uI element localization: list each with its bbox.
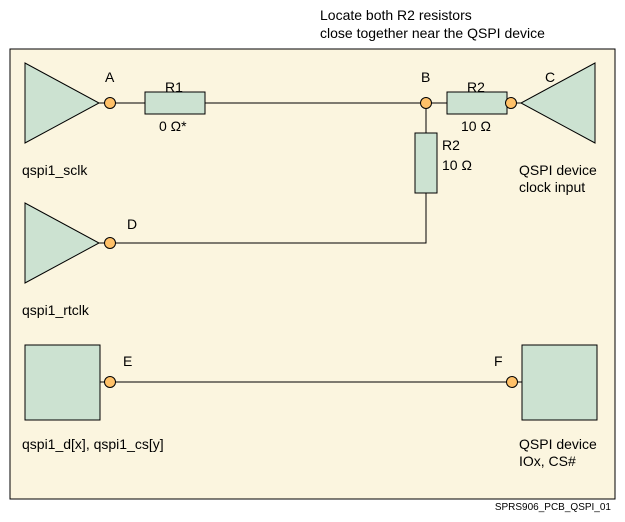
figure-id: SPRS906_PCB_QSPI_01 <box>495 502 612 513</box>
io-left-pad <box>25 345 100 420</box>
io-left-label: qspi1_d[x], qspi1_cs[y] <box>22 436 164 452</box>
io-right-label-1: QSPI device <box>519 436 597 452</box>
r1-resistor <box>145 92 205 114</box>
r2v-value: 10 Ω <box>442 157 472 173</box>
node-C <box>506 98 517 109</box>
clkin-label-1: QSPI device <box>519 162 597 178</box>
placement-note-line2: close together near the QSPI device <box>320 25 545 41</box>
node-label-D: D <box>127 216 137 232</box>
node-E <box>105 377 116 388</box>
node-label-E: E <box>123 353 132 369</box>
node-label-B: B <box>421 69 430 85</box>
r1-value: 0 Ω* <box>159 118 187 134</box>
node-D <box>105 238 116 249</box>
placement-note-line1: Locate both R2 resistors <box>320 7 472 23</box>
r2h-name: R2 <box>467 79 485 95</box>
clkin-label-2: clock input <box>519 179 585 195</box>
diagram-frame <box>10 49 615 499</box>
node-label-F: F <box>494 353 503 369</box>
node-label-C: C <box>545 69 555 85</box>
io-right-pad <box>522 345 597 420</box>
sclk-label: qspi1_sclk <box>22 162 88 178</box>
diagram-svg: Locate both R2 resistors close together n… <box>0 0 625 522</box>
node-label-A: A <box>105 69 115 85</box>
r1-name: R1 <box>165 79 183 95</box>
node-A <box>105 98 116 109</box>
rtclk-label: qspi1_rtclk <box>22 302 90 318</box>
io-right-label-2: IOx, CS# <box>519 453 576 469</box>
r2h-value: 10 Ω <box>461 118 491 134</box>
diagram-canvas: Locate both R2 resistors close together n… <box>0 0 625 522</box>
r2h-resistor <box>447 92 507 114</box>
node-F <box>507 377 518 388</box>
r2v-name: R2 <box>442 137 460 153</box>
node-B <box>421 98 432 109</box>
r2v-resistor <box>415 133 437 193</box>
